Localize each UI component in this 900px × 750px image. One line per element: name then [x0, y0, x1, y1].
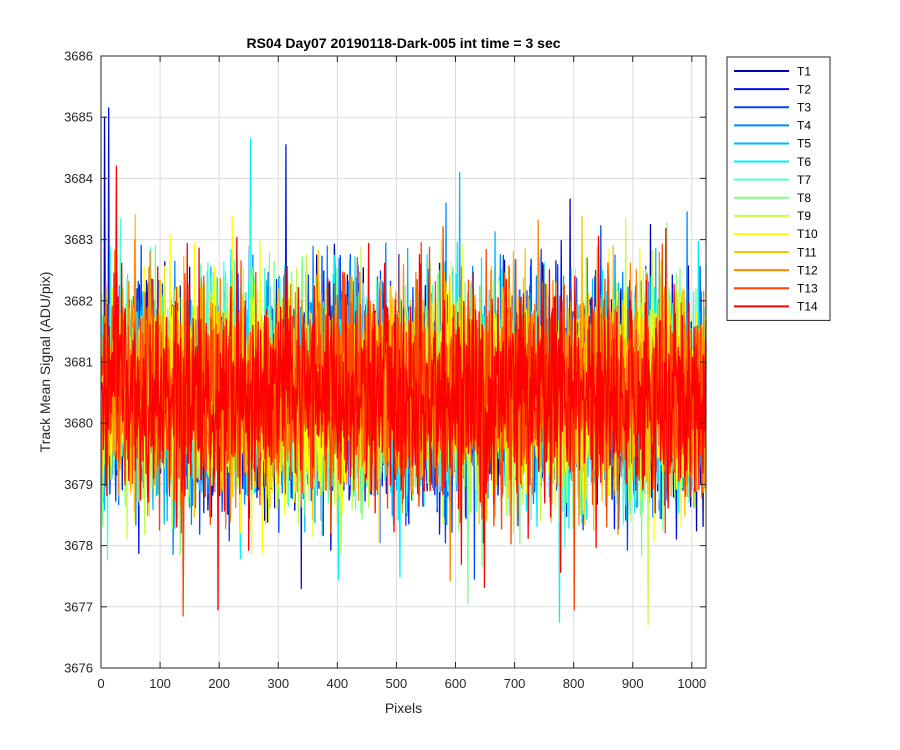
x-tick-label: 400: [326, 676, 348, 691]
legend-item-t1: T1: [734, 64, 811, 78]
legend-label: T2: [797, 82, 811, 96]
legend-label: T5: [797, 137, 811, 151]
legend-label: T13: [797, 281, 818, 295]
legend-item-t6: T6: [734, 155, 811, 169]
y-tick-label: 3686: [64, 49, 93, 64]
x-tick-label: 500: [386, 676, 408, 691]
legend-item-t5: T5: [734, 137, 811, 151]
legend-label: T4: [797, 119, 811, 133]
x-tick-label: 100: [149, 676, 171, 691]
legend-item-t11: T11: [734, 245, 817, 259]
legend-item-t4: T4: [734, 119, 811, 133]
x-tick-label: 1000: [677, 676, 706, 691]
y-tick-label: 3677: [64, 599, 93, 614]
legend-label: T3: [797, 100, 811, 114]
x-tick-label: 800: [563, 676, 585, 691]
legend-label: T10: [797, 227, 818, 241]
y-tick-label: 3680: [64, 416, 93, 431]
x-tick-label: 300: [267, 676, 289, 691]
series-line-t14: [100, 165, 707, 611]
legend-label: T14: [797, 300, 818, 314]
ticks: 0 100 200 300 400 500 600 700 800 900 1000 3676 3677…: [64, 49, 706, 692]
y-tick-label: 3683: [64, 232, 93, 247]
x-tick-label: 600: [445, 676, 467, 691]
legend-label: T8: [797, 191, 811, 205]
chart-title: RS04 Day07 20190118-Dark-005 int time = …: [246, 35, 560, 51]
y-tick-label: 3684: [64, 171, 93, 186]
legend-label: T1: [797, 64, 811, 78]
plot-data: [100, 107, 707, 626]
y-tick-label: 3676: [64, 661, 93, 676]
legend-item-t12: T12: [734, 263, 818, 277]
legend-item-t8: T8: [734, 191, 811, 205]
legend-item-t2: T2: [734, 82, 811, 96]
legend-label: T9: [797, 209, 811, 223]
x-tick-label: 0: [97, 676, 104, 691]
x-tick-label: 700: [504, 676, 526, 691]
x-tick-label: 200: [208, 676, 230, 691]
legend-item-t9: T9: [734, 209, 811, 223]
y-tick-label: 3681: [64, 355, 93, 370]
legend-label: T11: [797, 245, 817, 259]
legend-item-t13: T13: [734, 281, 818, 295]
y-tick-label: 3685: [64, 110, 93, 125]
y-tick-label: 3679: [64, 477, 93, 492]
legend-label: T12: [797, 263, 818, 277]
legend-label: T7: [797, 173, 811, 187]
x-axis-label: Pixels: [385, 700, 422, 716]
legend-item-t3: T3: [734, 100, 811, 114]
legend-item-t7: T7: [734, 173, 811, 187]
legend-item-t10: T10: [734, 227, 818, 241]
y-axis-label: Track Mean Signal (ADU/pix): [37, 272, 53, 453]
legend: T1 T2 T3 T4 T5 T6 T7 T8 T9 T10 T11 T12 T13 T14: [726, 56, 831, 321]
legend-box: [726, 56, 831, 321]
y-tick-label: 3678: [64, 538, 93, 553]
x-tick-label: 900: [622, 676, 644, 691]
legend-label: T6: [797, 155, 811, 169]
y-tick-label: 3682: [64, 293, 93, 308]
legend-item-t14: T14: [734, 300, 818, 314]
